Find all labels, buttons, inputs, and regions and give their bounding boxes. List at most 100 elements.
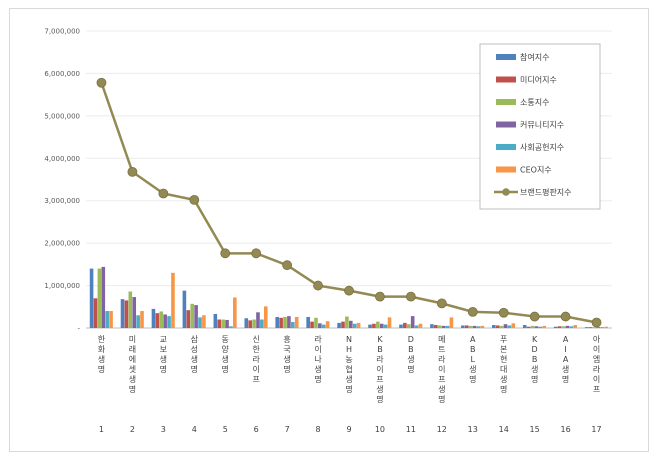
bar — [256, 312, 260, 328]
bar — [248, 320, 252, 328]
rank-label: 9 — [346, 425, 351, 434]
bar — [406, 324, 411, 328]
rank-label: 17 — [591, 425, 601, 434]
bar — [534, 326, 539, 328]
bar — [495, 325, 500, 328]
line-point — [375, 291, 385, 302]
legend-label: 미디어지수 — [520, 75, 557, 85]
y-axis: - 1,000,000 2,000,000 3,000,000 4,000,000 5,0… — [44, 28, 80, 333]
bar — [507, 325, 512, 328]
line-point — [498, 307, 509, 318]
legend-label: CEO지수 — [520, 166, 552, 175]
rank-label: 5 — [223, 425, 228, 434]
line-point — [591, 317, 602, 328]
rank-label: 4 — [192, 425, 197, 434]
bar — [124, 300, 129, 328]
bar — [128, 291, 133, 328]
rank-label: 14 — [499, 425, 509, 434]
bar — [441, 325, 446, 328]
bar — [600, 327, 605, 328]
bar — [182, 290, 187, 328]
bar — [159, 311, 164, 328]
line-point — [158, 188, 169, 199]
bar — [213, 313, 218, 328]
bar-series — [89, 266, 608, 328]
bar — [291, 322, 295, 328]
bar — [244, 318, 249, 328]
bar — [437, 325, 442, 328]
rank-label: 10 — [375, 425, 385, 434]
bar — [399, 324, 403, 328]
bar — [318, 323, 322, 328]
legend-swatch — [496, 121, 516, 128]
bar — [557, 326, 562, 328]
legend-swatch — [496, 54, 516, 60]
bar — [522, 325, 527, 328]
bar — [573, 325, 577, 328]
line-point — [529, 311, 540, 322]
y-tick-label: 6,000,000 — [44, 70, 80, 78]
bar — [476, 326, 481, 328]
bar — [588, 327, 593, 328]
bar — [140, 311, 144, 328]
bar — [480, 325, 485, 328]
bar — [109, 311, 113, 328]
bar — [383, 324, 388, 328]
bar — [321, 324, 326, 328]
bar — [561, 326, 566, 328]
bar — [372, 323, 376, 328]
y-tick-label: 1,000,000 — [44, 282, 80, 290]
bar — [530, 325, 535, 328]
rank-label: 13 — [468, 425, 478, 434]
bar — [279, 317, 283, 328]
bar — [349, 320, 353, 328]
line-point — [189, 194, 200, 205]
rank-label: 15 — [530, 425, 540, 434]
bar — [314, 317, 318, 328]
bar — [171, 272, 175, 328]
bar — [461, 325, 465, 328]
bar — [252, 319, 256, 328]
bar — [155, 313, 160, 328]
bar — [352, 323, 357, 328]
y-tick-label: 3,000,000 — [44, 197, 80, 205]
line-point — [405, 291, 416, 302]
bar — [414, 325, 419, 328]
bar — [492, 325, 496, 328]
bar — [499, 325, 504, 328]
rank-label: 11 — [406, 425, 416, 434]
x-axis: 한 화 생 명 1 미 래 에 셋 생 명 2 교 보 생 명 3 삼 성 생 명 4 동 양 생 명 5 신 한 라 이 프 6 흥 국 생 명 7 라 이… — [98, 334, 602, 434]
rank-label: 2 — [130, 425, 135, 434]
bar — [379, 323, 384, 328]
bar — [225, 319, 229, 328]
bar — [345, 316, 349, 328]
y-tick-label: 7,000,000 — [44, 28, 80, 36]
bar — [151, 308, 156, 328]
bar — [542, 325, 547, 328]
rank-label: 1 — [99, 425, 104, 434]
legend-label: 브랜드평판지수 — [520, 187, 572, 197]
bar — [403, 322, 407, 328]
bar — [310, 321, 314, 328]
y-tick-label: 5,000,000 — [44, 112, 80, 120]
bar — [217, 319, 222, 328]
bar — [294, 316, 299, 328]
line-point — [251, 248, 262, 259]
bar — [260, 319, 264, 328]
bar — [553, 326, 558, 328]
bar — [105, 311, 109, 328]
bar — [538, 326, 543, 328]
bar — [464, 325, 469, 328]
bar — [341, 321, 345, 328]
